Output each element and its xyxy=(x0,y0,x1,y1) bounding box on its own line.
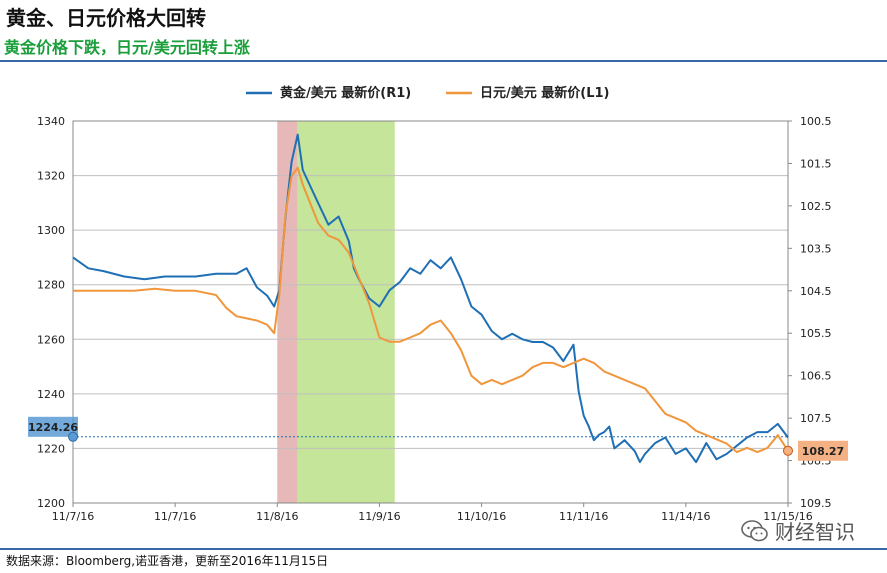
x-tick-label: 11/7/16 xyxy=(52,510,94,523)
plot-frame xyxy=(72,120,789,504)
x-tick-label: 11/15/16 xyxy=(763,510,812,523)
right-tick-label: 107.5 xyxy=(800,412,832,425)
series-line-2 xyxy=(73,166,789,454)
left-tick-label: 1200 xyxy=(37,497,65,510)
highlight-region-2 xyxy=(297,121,395,503)
page-subtitle: 黄金价格下跌，日元/美元回转上涨 xyxy=(4,38,250,57)
left-tick-label: 1300 xyxy=(37,224,65,237)
left-tick-label: 1240 xyxy=(37,388,65,401)
left-tick-label: 1220 xyxy=(37,442,65,455)
watermark: 财经智识 xyxy=(741,516,855,545)
highlight-region-1 xyxy=(277,121,298,503)
wechat-icon xyxy=(741,519,768,541)
end-label-text: 108.27 xyxy=(802,445,844,458)
source-note: 数据来源：Bloomberg,诺亚香港，更新至2016年11月15日 xyxy=(6,554,329,568)
right-tick-label: 101.5 xyxy=(800,157,832,170)
x-tick-label: 11/11/16 xyxy=(559,510,608,523)
page-title: 黄金、日元价格大回转 xyxy=(6,6,206,30)
x-tick-label: 11/9/16 xyxy=(358,510,400,523)
left-tick-label: 1260 xyxy=(37,333,65,346)
end-label-box xyxy=(798,440,848,461)
right-tick-label: 106.5 xyxy=(800,370,832,383)
right-tick-label: 104.5 xyxy=(800,285,832,298)
watermark-text: 财经智识 xyxy=(775,520,855,544)
legend-label-2: 日元/美元 最新价(L1) xyxy=(480,85,610,101)
left-tick-label: 1320 xyxy=(37,170,65,183)
x-tick-label: 11/10/16 xyxy=(457,510,506,523)
chart: 1340 1320 1300 1280 1260 1240 1220 1200 100.5 101… xyxy=(28,85,848,523)
legend-label-1: 黄金/美元 最新价(R1) xyxy=(280,85,411,101)
reference-label-text: 1224.26 xyxy=(28,421,78,434)
reference-marker xyxy=(68,431,78,442)
left-tick-label: 1280 xyxy=(37,279,65,292)
x-tick-label: 11/14/16 xyxy=(661,510,710,523)
right-tick-label: 109.5 xyxy=(800,497,832,510)
x-tick-label: 11/7/16 xyxy=(154,510,196,523)
bottom-divider xyxy=(0,548,887,550)
reference-label-box xyxy=(28,416,78,437)
right-tick-label: 102.5 xyxy=(800,200,832,213)
right-tick-label: 103.5 xyxy=(800,242,832,255)
right-tick-label: 100.5 xyxy=(800,115,832,128)
series-line-1 xyxy=(72,133,789,464)
right-tick-label: 105.5 xyxy=(800,327,832,340)
x-tick-label: 11/8/16 xyxy=(256,510,298,523)
top-divider xyxy=(0,60,887,62)
end-marker xyxy=(783,445,793,456)
left-tick-label: 1340 xyxy=(37,115,65,128)
